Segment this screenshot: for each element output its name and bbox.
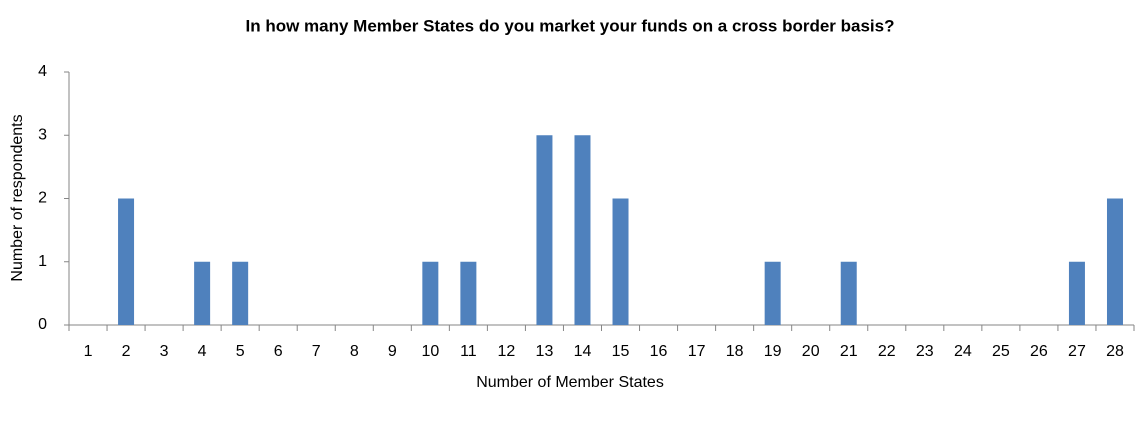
x-tick-label: 3 — [160, 343, 169, 360]
x-tick-label: 27 — [1068, 343, 1086, 360]
y-tick-label: 0 — [38, 316, 47, 333]
bar — [536, 135, 553, 325]
x-tick-label: 10 — [421, 343, 439, 360]
x-tick-label: 4 — [198, 343, 207, 360]
x-tick-label: 28 — [1106, 343, 1124, 360]
x-tick-label: 13 — [536, 343, 554, 360]
x-tick-label: 23 — [916, 343, 934, 360]
x-tick-label: 12 — [498, 343, 516, 360]
x-tick-label: 8 — [350, 343, 359, 360]
x-tick-label: 26 — [1030, 343, 1048, 360]
x-tick-label: 22 — [878, 343, 896, 360]
bar — [1106, 198, 1123, 325]
chart-title: In how many Member States do you market … — [246, 16, 895, 35]
bar — [840, 261, 857, 325]
x-tick-label: 9 — [388, 343, 397, 360]
x-tick-label: 16 — [650, 343, 668, 360]
bar — [232, 261, 249, 325]
x-tick-label: 7 — [312, 343, 321, 360]
x-tick-label: 18 — [726, 343, 744, 360]
y-tick-label: 4 — [38, 63, 47, 80]
y-tick-label: 2 — [38, 190, 47, 207]
bar — [1068, 261, 1085, 325]
x-tick-label: 11 — [460, 343, 477, 360]
x-axis-label: Number of Member States — [476, 374, 664, 391]
x-tick-label: 2 — [122, 343, 131, 360]
y-axis-label: Number of respondents — [9, 114, 26, 281]
x-tick-label: 15 — [612, 343, 630, 360]
x-tick-label: 17 — [688, 343, 706, 360]
x-tick-label: 5 — [236, 343, 245, 360]
bar — [574, 135, 591, 325]
x-tick-label: 1 — [84, 343, 93, 360]
bar — [764, 261, 781, 325]
x-tick-label: 25 — [992, 343, 1010, 360]
bar — [612, 198, 629, 325]
x-tick-label: 19 — [764, 343, 782, 360]
y-tick-label: 3 — [38, 126, 47, 143]
bar — [118, 198, 135, 325]
bar — [460, 261, 477, 325]
x-tick-label: 14 — [574, 343, 592, 360]
x-tick-label: 24 — [954, 343, 972, 360]
y-tick-label: 1 — [38, 253, 47, 270]
x-tick-label: 6 — [274, 343, 283, 360]
x-tick-label: 21 — [840, 343, 858, 360]
x-tick-label: 20 — [802, 343, 820, 360]
bar — [422, 261, 439, 325]
bar — [194, 261, 211, 325]
